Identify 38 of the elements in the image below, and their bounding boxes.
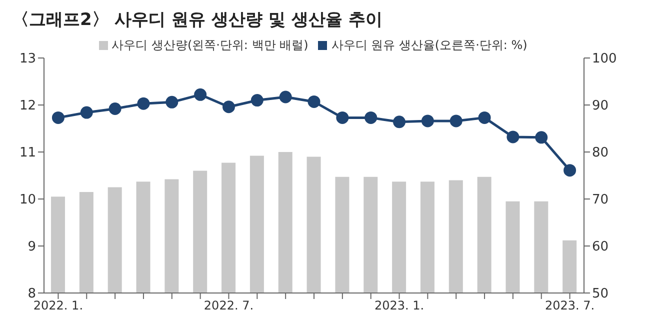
y-tick-label: 11 [19, 146, 36, 161]
point [52, 111, 64, 124]
x-tick-label: 2023. 1. [374, 298, 424, 313]
y2-tick-label: 70 [592, 192, 609, 208]
point [108, 102, 122, 116]
point [80, 106, 93, 119]
point [478, 111, 491, 124]
point [137, 97, 150, 110]
point [308, 95, 320, 108]
point [506, 130, 520, 144]
point [279, 90, 292, 104]
legend-label: 사우디 원유 생산율(오른쪽·단위: %) [331, 38, 528, 52]
x-tick-label: 2022. 7. [204, 298, 254, 313]
y-tick-label: 9 [28, 240, 36, 255]
point [250, 94, 264, 107]
point [564, 164, 576, 177]
point [535, 131, 548, 144]
point [166, 96, 178, 108]
y2-tick-label: 100 [592, 52, 617, 67]
point [222, 100, 235, 114]
chart-title: 〈그래프2〉 사우디 원유 생산량 및 생산율 추이 [12, 9, 384, 31]
y2-tick-label: 50 [592, 286, 609, 302]
point [450, 114, 462, 128]
x-tick-label: 2022. 1. [33, 298, 84, 313]
y-tick-label: 8 [28, 286, 36, 302]
y2-tick-label: 80 [592, 146, 609, 161]
point [364, 111, 378, 124]
x-tick-label: 2023. 7. [544, 298, 595, 313]
y-tick-label: 13 [19, 52, 36, 67]
point [393, 116, 406, 128]
y2-tick-label: 60 [592, 240, 609, 255]
y2-tick-label: 90 [592, 98, 609, 114]
legend-label: 사우디 생산량(왼쪽·단위: 백만 배럴) [112, 38, 308, 52]
point [194, 88, 207, 101]
y-tick-label: 12 [19, 98, 36, 114]
point [336, 111, 349, 124]
y-tick-label: 10 [19, 192, 36, 208]
point [421, 114, 434, 128]
